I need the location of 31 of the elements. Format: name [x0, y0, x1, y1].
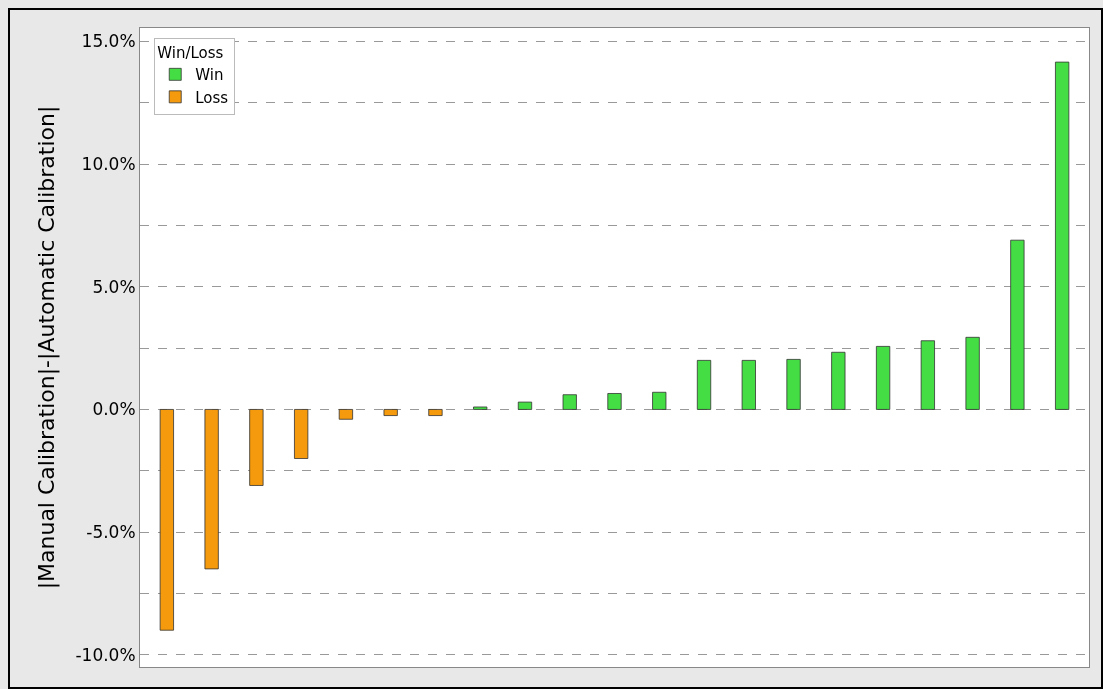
bar	[338, 409, 354, 420]
bar	[517, 401, 533, 410]
y-tick-label: 15.0%	[81, 31, 136, 52]
bar	[294, 409, 309, 459]
y-tick-label: -5.0%	[86, 522, 136, 543]
bar	[473, 406, 488, 410]
y-tick-label: 0.0%	[92, 399, 136, 420]
bar	[965, 336, 980, 410]
bar	[607, 393, 622, 410]
legend-label: Loss	[195, 88, 229, 107]
bar	[831, 351, 846, 410]
bar	[383, 409, 398, 416]
bar	[249, 409, 264, 486]
bar	[786, 359, 801, 410]
bar	[920, 340, 935, 410]
y-tick-label: 5.0%	[92, 276, 136, 297]
bar	[652, 391, 667, 410]
y-tick-label: -10.0%	[75, 644, 136, 665]
bar	[562, 394, 577, 410]
bar	[741, 359, 756, 410]
bar	[875, 346, 891, 410]
y-axis-title: |Manual Calibration|-|Automatic Calibration|	[34, 105, 61, 590]
bar	[204, 409, 219, 570]
y-tick-label: 10.0%	[81, 154, 136, 175]
bar	[1055, 61, 1070, 410]
legend-label: Win	[195, 66, 224, 85]
bar	[696, 359, 712, 410]
bar	[428, 409, 443, 416]
bar	[159, 409, 174, 631]
bar	[1010, 239, 1025, 410]
legend-title: Win/Loss	[157, 44, 224, 63]
